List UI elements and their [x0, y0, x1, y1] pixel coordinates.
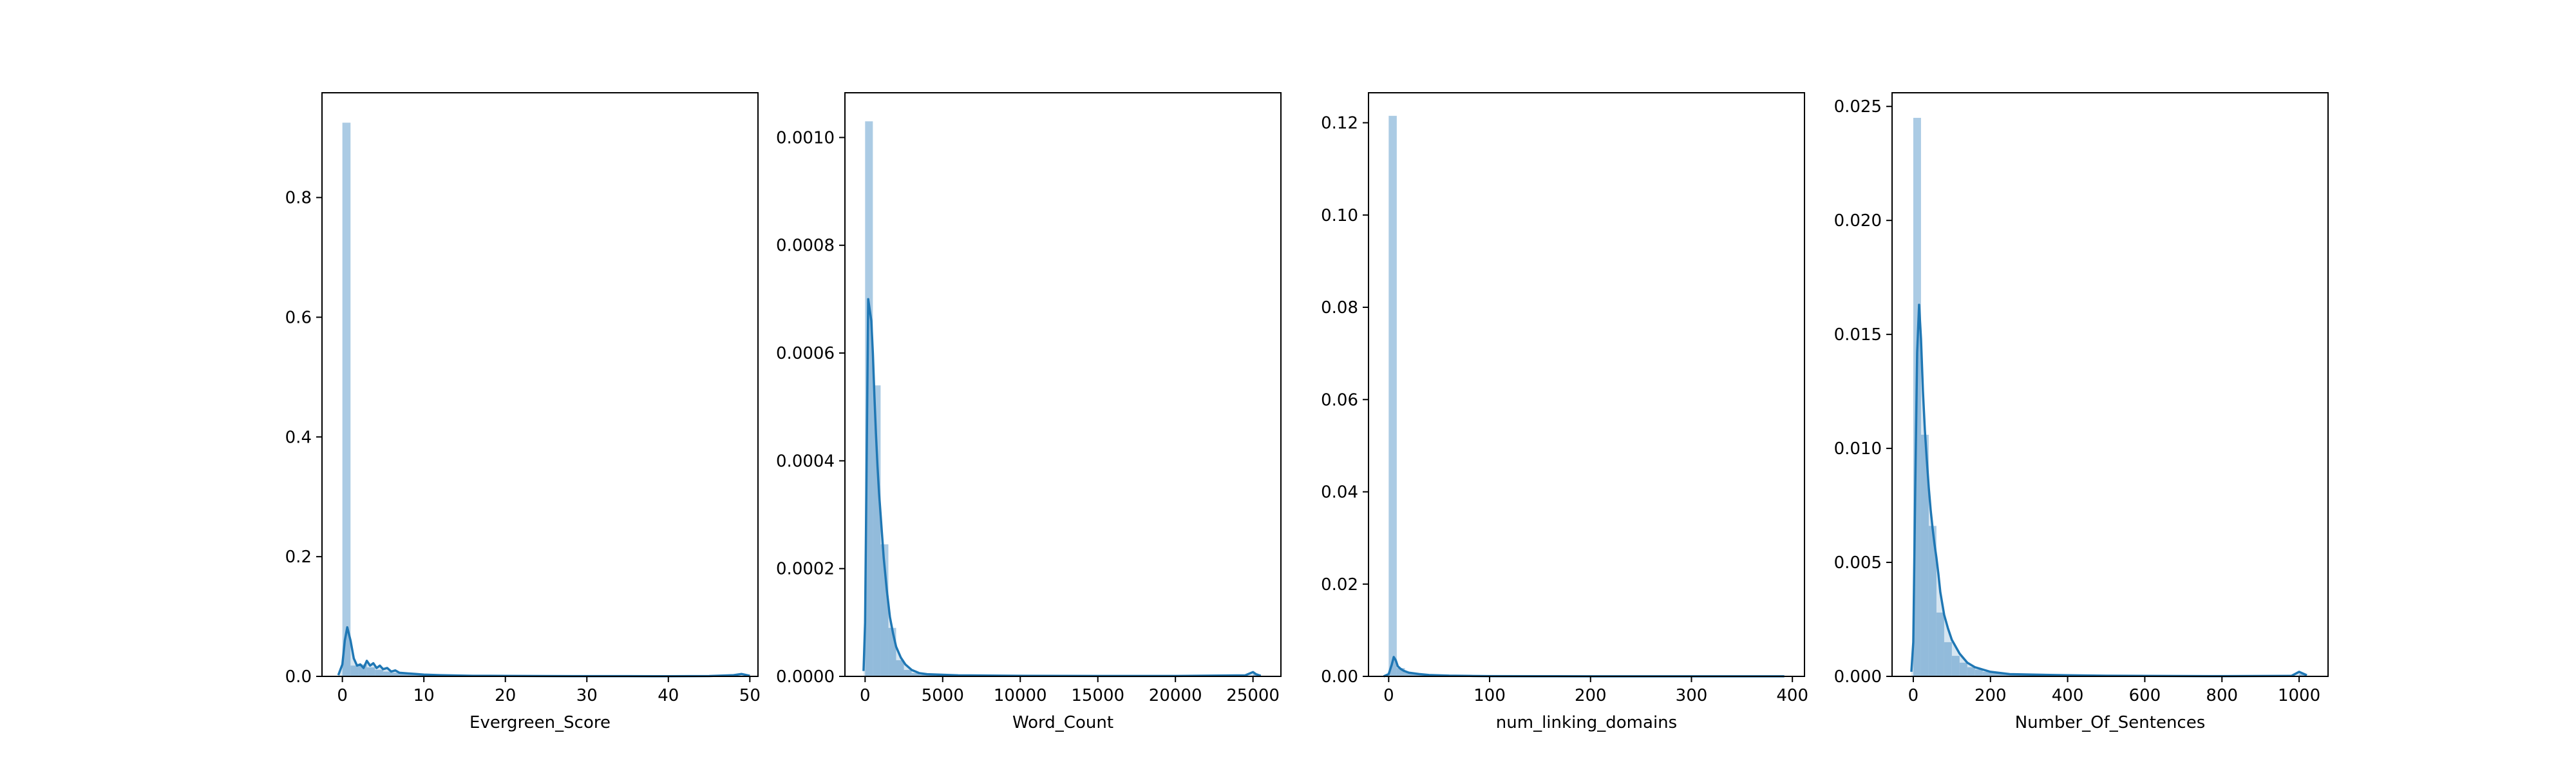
- x-tick-label: 300: [1676, 686, 1708, 705]
- y-tick-label: 0.08: [1321, 298, 1358, 318]
- histogram-bar: [1920, 434, 1929, 676]
- x-tick-label: 25000: [1226, 686, 1280, 705]
- x-axis-label: num_linking_domains: [1496, 713, 1677, 732]
- histogram-bar: [1388, 115, 1397, 676]
- histogram-bar: [1405, 672, 1413, 676]
- x-tick-label: 400: [2052, 686, 2084, 705]
- y-tick-label: 0.4: [285, 428, 312, 447]
- x-tick-label: 400: [1776, 686, 1808, 705]
- y-tick-label: 0.0002: [776, 560, 835, 579]
- x-axis-label: Number_Of_Sentences: [2015, 713, 2206, 732]
- y-tick-label: 0.2: [285, 548, 312, 567]
- x-tick-label: 0: [860, 686, 871, 705]
- x-tick-label: 0: [337, 686, 348, 705]
- histogram-bar: [896, 660, 904, 676]
- y-tick-label: 0.025: [1834, 97, 1882, 117]
- subplot-3: 0 100 200 300 400 0.00 0.02 0.04 0.06 0.08 0.10 0.1…: [1321, 92, 1808, 732]
- x-tick-label: 0: [1383, 686, 1394, 705]
- x-tick-label: 20: [495, 686, 516, 705]
- y-tick-label: 0.000: [1834, 667, 1882, 687]
- y-tick-label: 0.0: [285, 667, 312, 687]
- y-tick-label: 0.04: [1321, 483, 1358, 502]
- y-tick-label: 0.02: [1321, 575, 1358, 595]
- y-tick-label: 0.0010: [776, 128, 835, 148]
- histogram-bar: [1967, 667, 1975, 676]
- histogram-bar: [1982, 671, 1991, 676]
- histogram-bar: [2021, 674, 2037, 676]
- x-tick-label: 15000: [1071, 686, 1124, 705]
- x-tick-label: 100: [1473, 686, 1506, 705]
- histogram-bar: [873, 385, 881, 676]
- y-tick-label: 0.10: [1321, 206, 1358, 225]
- x-tick-label: 10: [413, 686, 435, 705]
- y-tick-label: 0.00: [1321, 667, 1358, 687]
- histogram-bar: [1959, 662, 1967, 676]
- x-tick-label: 50: [739, 686, 761, 705]
- x-tick-label: 30: [576, 686, 598, 705]
- subplot-grid: 0 10 20 30 40 50 0.0 0.2 0.4 0.6 0.8 Evergreen_Scor…: [285, 92, 2329, 732]
- subplot-1: 0 10 20 30 40 50 0.0 0.2 0.4 0.6 0.8 Evergreen_Scor…: [285, 92, 761, 732]
- y-tick-label: 0.12: [1321, 114, 1358, 133]
- histogram-bar: [415, 674, 424, 676]
- histogram-bar: [2299, 674, 2307, 676]
- histogram-bar: [383, 671, 392, 676]
- x-tick-label: 200: [1975, 686, 2007, 705]
- histogram-bar: [911, 673, 920, 676]
- kde-line: [1910, 303, 2307, 678]
- x-tick-label: 0: [1908, 686, 1919, 705]
- subplot-2: 0 5000 10000 15000 20000 25000 0.0000 0.0002 0.0…: [776, 92, 1282, 732]
- histogram-bar: [407, 674, 416, 676]
- subplot-4: 0 200 400 600 800 1000 0.000 0.005 0.010 0.015 0.0…: [1834, 92, 2329, 732]
- histogram-bar: [1412, 674, 1421, 676]
- x-tick-label: 5000: [922, 686, 964, 705]
- histogram-bar: [1990, 673, 2006, 676]
- x-tick-label: 200: [1575, 686, 1607, 705]
- x-tick-label: 600: [2129, 686, 2161, 705]
- y-tick-label: 0.06: [1321, 390, 1358, 410]
- histogram-bar: [1944, 642, 1952, 676]
- x-tick-label: 40: [658, 686, 679, 705]
- histogram-bar: [375, 669, 383, 676]
- axes-frame: [1891, 92, 2329, 677]
- kde-area: [338, 627, 750, 676]
- x-tick-label: 10000: [994, 686, 1047, 705]
- y-tick-label: 0.0004: [776, 452, 835, 471]
- x-tick-label: 20000: [1149, 686, 1202, 705]
- x-tick-label: 800: [2206, 686, 2238, 705]
- x-tick-label: 1000: [2278, 686, 2320, 705]
- y-tick-label: 0.8: [285, 189, 312, 208]
- x-axis-label: Evergreen_Score: [469, 713, 611, 732]
- y-tick-label: 0.015: [1834, 325, 1882, 345]
- y-tick-label: 0.0006: [776, 344, 835, 363]
- axes-frame: [844, 92, 1282, 677]
- y-tick-label: 0.005: [1834, 553, 1882, 573]
- histogram-bar: [342, 122, 351, 676]
- x-axis-label: Word_Count: [1012, 713, 1113, 732]
- axes-frame: [321, 92, 759, 677]
- histogram-bar: [919, 674, 927, 676]
- histogram-bar: [399, 673, 408, 676]
- histogram-bar: [350, 665, 359, 676]
- histogram-bar: [366, 667, 375, 676]
- histogram-bar: [1936, 612, 1944, 676]
- histogram-bar: [391, 673, 400, 676]
- histogram-bar: [1975, 669, 1983, 676]
- histogram-bar: [904, 669, 912, 676]
- y-tick-label: 0.0008: [776, 236, 835, 256]
- histogram-bar: [1951, 656, 1960, 676]
- y-tick-label: 0.020: [1834, 211, 1882, 231]
- y-tick-label: 0.6: [285, 308, 312, 327]
- axes-frame: [1368, 92, 1805, 677]
- histogram-bar: [1928, 526, 1937, 676]
- y-tick-label: 0.0000: [776, 667, 835, 687]
- y-tick-label: 0.010: [1834, 439, 1882, 459]
